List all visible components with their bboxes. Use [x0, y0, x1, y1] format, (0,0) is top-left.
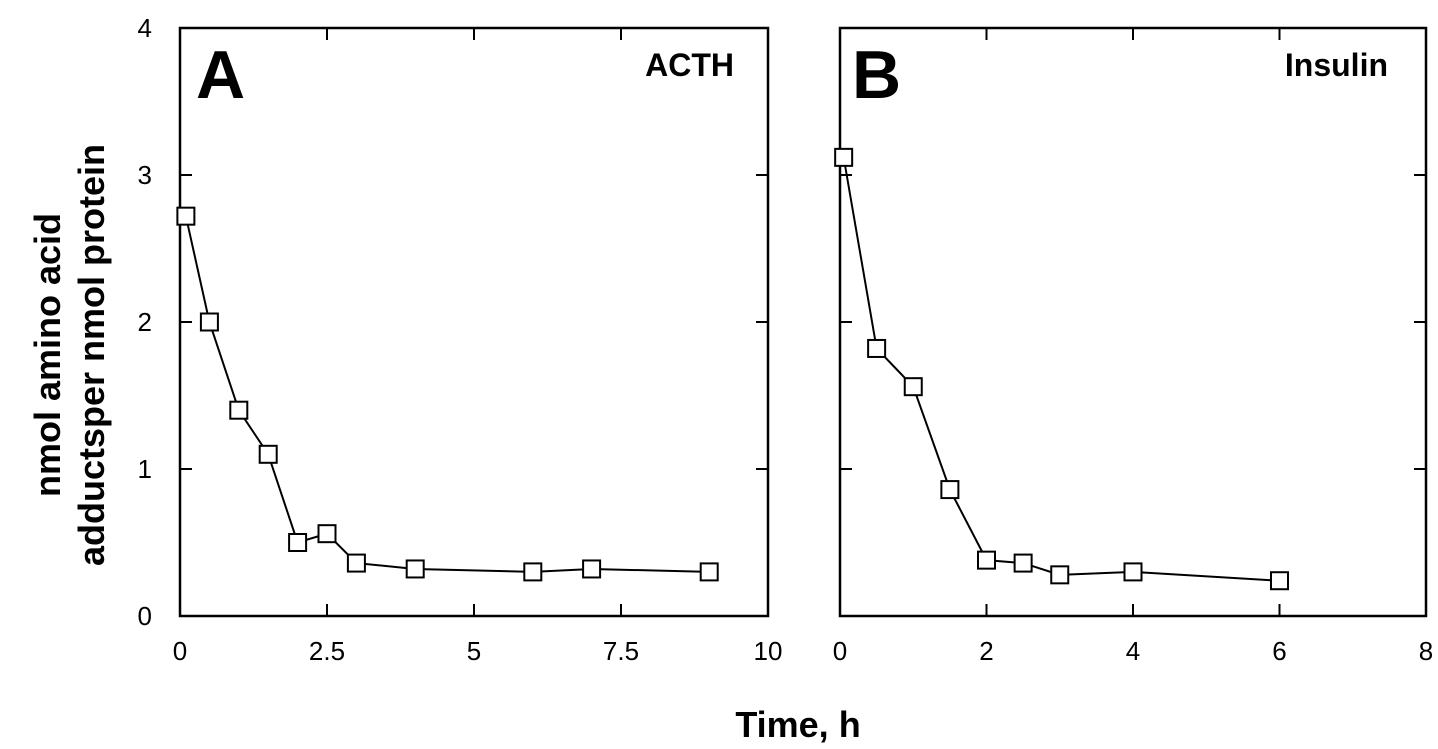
data-point: [317, 524, 337, 544]
data-point: [288, 533, 308, 552]
data-point: [1123, 562, 1143, 582]
panel-a-series: [176, 206, 719, 582]
data-point: [1013, 553, 1033, 573]
x-tick-label: 10: [754, 636, 783, 666]
x-tick-label: 0: [833, 636, 847, 666]
x-tick-label: 2.5: [309, 636, 345, 666]
x-axis-title: Time, h: [735, 704, 860, 745]
x-tick-label: 7.5: [603, 636, 639, 666]
data-point: [940, 480, 960, 500]
y-tick-label: 3: [138, 160, 152, 190]
y-axis-title-line2: adductsper nmol protein: [71, 144, 112, 566]
data-point: [229, 400, 249, 420]
data-point: [582, 559, 602, 579]
x-tick-label: 2: [979, 636, 993, 666]
y-axis-title-line1: nmol amino acid: [27, 213, 68, 497]
data-point: [346, 553, 366, 573]
data-point: [867, 338, 887, 358]
y-tick-label: 1: [138, 454, 152, 484]
panel-b-series: [834, 147, 1289, 591]
y-axis-title: nmol amino acid adductsper nmol protein: [27, 144, 112, 566]
panel-b-frame: [838, 26, 1428, 618]
data-point: [258, 444, 278, 464]
data-point: [176, 206, 196, 226]
y-tick-label: 4: [138, 13, 152, 43]
series-line: [184, 215, 710, 573]
data-point: [1050, 565, 1070, 585]
data-point: [199, 312, 219, 332]
panel-a-frame: [178, 26, 770, 618]
panel-b-letter: B: [852, 37, 901, 113]
x-tick-label: 6: [1272, 636, 1286, 666]
x-tick-label: 5: [467, 636, 481, 666]
data-point: [699, 562, 719, 582]
data-point: [1270, 571, 1289, 591]
panel-b-ticks: [839, 27, 1427, 617]
data-point: [903, 377, 923, 397]
data-point: [977, 550, 996, 570]
data-point: [834, 147, 854, 167]
panel-b-title: Insulin: [1285, 47, 1388, 83]
panel-a-title: ACTH: [645, 47, 734, 83]
data-point: [405, 559, 425, 579]
x-tick-label: 8: [1419, 636, 1433, 666]
data-point: [523, 562, 543, 582]
y-tick-label: 0: [138, 601, 152, 631]
y-tick-label: 2: [138, 307, 152, 337]
x-tick-label: 4: [1126, 636, 1140, 666]
x-tick-label: 0: [173, 636, 187, 666]
panel-b: 0 2 4 6 8 B Insulin: [833, 26, 1433, 666]
panel-a-ticks: [179, 27, 769, 617]
series-line: [842, 157, 1280, 582]
panel-a-letter: A: [196, 37, 245, 113]
panel-a-tick-labels: 0 2.5 5 7.5 10 0 1 2 3 4: [138, 13, 783, 666]
panel-a: 0 2.5 5 7.5 10 0 1 2 3 4 A ACTH: [138, 13, 783, 666]
panel-b-tick-labels: 0 2 4 6 8: [833, 636, 1433, 666]
